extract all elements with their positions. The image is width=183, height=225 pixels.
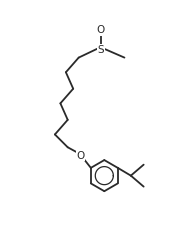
Text: O: O	[96, 25, 105, 35]
Text: O: O	[76, 151, 85, 160]
Text: S: S	[97, 45, 104, 55]
